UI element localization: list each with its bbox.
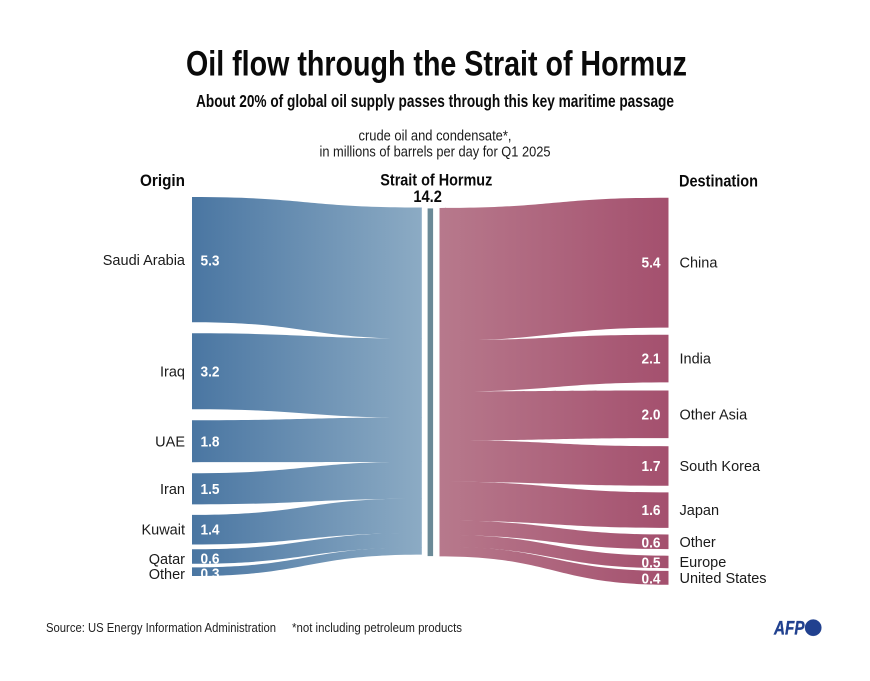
svg-text:Other Asia: Other Asia [680,407,749,423]
svg-text:0.3: 0.3 [201,565,220,582]
svg-text:1.8: 1.8 [201,434,220,451]
svg-text:1.4: 1.4 [201,522,221,539]
svg-text:Iraq: Iraq [160,365,185,381]
svg-text:Oil flow through the Strait of: Oil flow through the Strait of Hormuz [186,44,687,84]
svg-text:AFP: AFP [773,619,805,640]
svg-text:Source: US Energy Information: Source: US Energy Information Administra… [46,620,276,635]
svg-text:1.6: 1.6 [642,502,661,519]
svg-text:0.6: 0.6 [642,534,661,551]
svg-text:crude oil and condensate*,: crude oil and condensate*, [359,129,512,145]
svg-text:0.6: 0.6 [201,551,220,568]
svg-text:United States: United States [680,571,767,587]
svg-text:Destination: Destination [679,172,758,191]
svg-text:2.1: 2.1 [642,351,661,368]
svg-text:0.4: 0.4 [642,570,662,587]
svg-text:*not including petroleum produ: *not including petroleum products [292,620,462,635]
svg-text:Other: Other [149,567,185,583]
svg-text:Qatar: Qatar [149,552,185,568]
svg-text:1.5: 1.5 [201,481,220,498]
svg-text:5.3: 5.3 [201,252,220,269]
svg-text:South Korea: South Korea [680,459,762,475]
svg-text:3.2: 3.2 [201,364,220,381]
svg-text:0.5: 0.5 [642,554,661,571]
svg-text:14.2: 14.2 [413,187,442,206]
svg-text:Europe: Europe [680,555,727,571]
svg-text:Strait of Hormuz: Strait of Hormuz [380,171,492,190]
svg-text:Iran: Iran [160,482,185,498]
svg-text:in millions of barrels per day: in millions of barrels per day for Q1 20… [320,145,551,161]
svg-text:China: China [680,256,719,272]
svg-text:1.7: 1.7 [642,458,661,475]
svg-text:India: India [680,352,712,368]
svg-text:2.0: 2.0 [642,406,661,423]
svg-text:Saudi Arabia: Saudi Arabia [103,253,186,269]
svg-text:Kuwait: Kuwait [141,523,185,539]
svg-text:About 20% of global oil supply: About 20% of global oil supply passes th… [196,91,674,111]
svg-text:5.4: 5.4 [642,255,662,272]
svg-text:Other: Other [680,535,716,551]
svg-text:Origin: Origin [140,171,185,190]
svg-text:Japan: Japan [680,503,720,519]
svg-text:UAE: UAE [155,435,185,451]
